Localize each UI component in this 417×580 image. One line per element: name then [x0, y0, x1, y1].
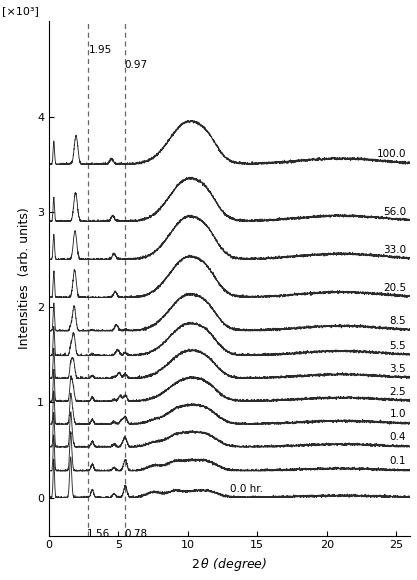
Text: 33.0: 33.0: [383, 245, 406, 255]
Text: 2.5: 2.5: [389, 387, 406, 397]
Text: 1.95: 1.95: [89, 45, 113, 55]
Text: 8.5: 8.5: [389, 316, 406, 326]
Y-axis label: Intensities  (arb. units): Intensities (arb. units): [18, 208, 31, 349]
Text: 20.5: 20.5: [383, 283, 406, 293]
Text: 0.0 hr.: 0.0 hr.: [229, 484, 263, 494]
Text: 5.5: 5.5: [389, 341, 406, 351]
Text: 56.0: 56.0: [383, 206, 406, 216]
Text: 0.4: 0.4: [389, 432, 406, 443]
Text: 1.0: 1.0: [389, 409, 406, 419]
Text: 0.78: 0.78: [125, 529, 148, 539]
Text: 0.1: 0.1: [389, 456, 406, 466]
X-axis label: $2\,\theta$ (degree): $2\,\theta$ (degree): [191, 556, 268, 573]
Text: 100.0: 100.0: [377, 150, 406, 160]
Text: 3.5: 3.5: [389, 364, 406, 374]
Text: 1.56: 1.56: [87, 529, 111, 539]
Text: 0.97: 0.97: [124, 60, 147, 70]
Text: [×10³]: [×10³]: [2, 6, 39, 16]
